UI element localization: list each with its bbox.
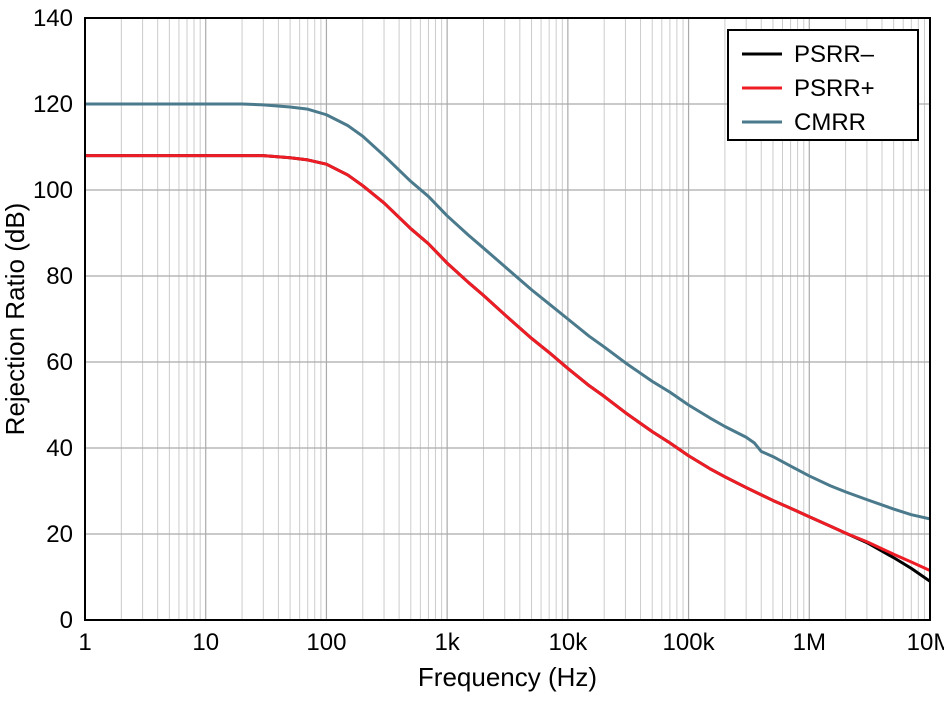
y-tick-label: 60 bbox=[46, 349, 73, 376]
legend-label: PSRR– bbox=[794, 41, 875, 68]
chart-svg: 1 10 100 1k 10k 100k 1M 10M 0 20 40 60 80 100 120 140 Fr… bbox=[0, 0, 944, 701]
x-tick-label: 10M bbox=[907, 629, 944, 656]
x-tick-label: 100 bbox=[306, 629, 346, 656]
rejection-ratio-chart: 1 10 100 1k 10k 100k 1M 10M 0 20 40 60 80 100 120 140 Fr… bbox=[0, 0, 944, 701]
y-tick-label: 40 bbox=[46, 435, 73, 462]
legend-label: PSRR+ bbox=[794, 75, 875, 102]
x-tick-label: 10 bbox=[192, 629, 219, 656]
y-tick-label: 100 bbox=[33, 177, 73, 204]
x-tick-label: 1M bbox=[793, 629, 826, 656]
y-tick-label: 140 bbox=[33, 5, 73, 32]
y-axis-label: Rejection Ratio (dB) bbox=[0, 203, 30, 436]
y-tick-label: 0 bbox=[60, 607, 73, 634]
x-axis-label: Frequency (Hz) bbox=[418, 662, 597, 692]
y-tick-label: 80 bbox=[46, 263, 73, 290]
x-tick-label: 1 bbox=[78, 629, 91, 656]
y-tick-label: 120 bbox=[33, 91, 73, 118]
y-tick-label: 20 bbox=[46, 521, 73, 548]
x-tick-label: 100k bbox=[663, 629, 716, 656]
legend-label: CMRR bbox=[794, 109, 866, 136]
x-tick-label: 10k bbox=[549, 629, 589, 656]
x-tick-label: 1k bbox=[434, 629, 460, 656]
